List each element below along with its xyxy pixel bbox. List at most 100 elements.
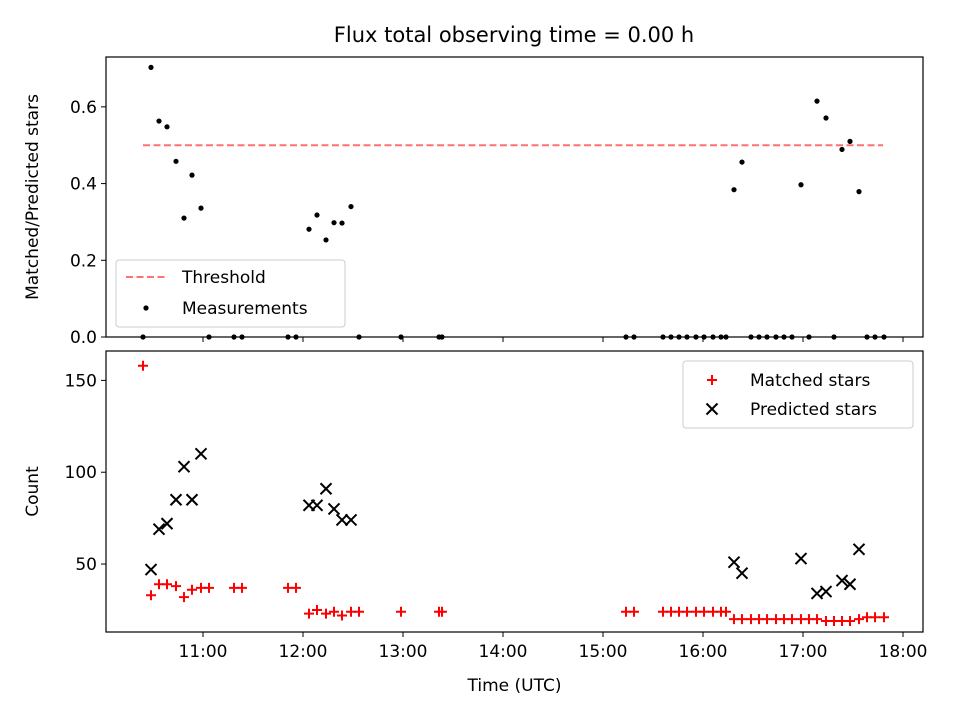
measurement-point	[198, 205, 204, 211]
measurement-point	[439, 334, 445, 340]
matched-star-point	[204, 582, 214, 593]
measurement-point	[239, 334, 245, 340]
measurement-point	[668, 334, 674, 340]
predicted-star-point	[152, 522, 166, 536]
predicted-star-point	[144, 563, 158, 576]
measurement-point	[881, 334, 887, 340]
matched-star-point	[737, 614, 747, 625]
measurement-point	[748, 334, 754, 340]
matched-star-point	[879, 612, 889, 623]
measurement-point	[814, 98, 820, 104]
predicted-star-point	[727, 556, 741, 569]
matched-star-point	[845, 615, 855, 626]
matched-star-point	[187, 584, 197, 595]
measurement-point	[660, 334, 666, 340]
measurement-point	[676, 334, 682, 340]
measurement-point	[723, 334, 729, 340]
matched-star-point	[629, 606, 639, 617]
measurement-point	[798, 182, 804, 188]
measurement-point	[823, 115, 829, 121]
top-legend: Threshold Measurements	[115, 259, 346, 328]
measurement-point	[140, 334, 146, 340]
matched-star-point	[762, 614, 772, 625]
measurement-point	[231, 334, 237, 340]
predicted-star-point	[794, 552, 808, 565]
matched-star-point	[396, 606, 406, 617]
top-y-tick-label: 0.0	[70, 328, 97, 348]
measurement-point	[173, 158, 179, 164]
legend-measurements-label: Measurements	[182, 299, 308, 319]
measurement-point	[872, 334, 878, 340]
matched-star-point	[354, 606, 364, 617]
measurement-point	[710, 334, 716, 340]
matched-star-point	[337, 610, 347, 621]
measurement-point	[285, 334, 291, 340]
predicted-star-point	[819, 585, 833, 598]
predicted-star-point	[835, 574, 849, 587]
predicted-star-point	[310, 499, 324, 512]
bottom-legend-box	[682, 360, 914, 429]
top-legend-box	[115, 259, 346, 328]
matched-star-point	[721, 606, 731, 617]
predicted-star-point	[852, 543, 866, 556]
matched-star-point	[291, 582, 301, 593]
bottom-y-tick-label: 50	[75, 555, 97, 575]
matched-star-point	[179, 592, 189, 603]
predicted-star-point	[194, 447, 208, 461]
measurement-point	[684, 334, 690, 340]
matched-star-point	[854, 614, 864, 625]
bottom-frame	[105, 350, 924, 633]
bottom-y-tick-label: 100	[65, 463, 97, 483]
measurement-point	[764, 334, 770, 340]
legend-predicted-label: Predicted stars	[750, 400, 877, 420]
matched-star-point	[329, 606, 339, 617]
matched-star-point	[304, 608, 314, 619]
matched-star-point	[699, 606, 709, 617]
measurement-point	[831, 334, 837, 340]
measurement-point	[781, 334, 787, 340]
predicted-star-point	[735, 567, 749, 580]
predicted-star-point	[169, 493, 183, 506]
top-y-tick-label: 0.4	[70, 175, 97, 195]
bottom-x-tick-label: 16:00	[679, 642, 728, 662]
bottom-x-tick-label: 11:00	[179, 642, 228, 662]
bottom-x-tick-label: 13:00	[379, 642, 428, 662]
measurement-point	[847, 138, 853, 144]
measurement-point	[864, 334, 870, 340]
measurement-point	[156, 118, 162, 124]
measurement-point	[206, 334, 212, 340]
bottom-legend: Matched stars Predicted stars	[682, 360, 914, 429]
matched-star-point	[162, 579, 172, 590]
measurement-point	[693, 334, 699, 340]
measurement-point	[718, 334, 724, 340]
predicted-star-point	[319, 482, 333, 495]
top-y-axis-label: Matched/Predicted stars	[23, 94, 43, 300]
predicted-star-point	[327, 502, 341, 516]
measurement-point	[701, 334, 707, 340]
measurement-point	[339, 220, 345, 226]
matched-star-point	[138, 360, 148, 371]
legend-matched-label: Matched stars	[750, 371, 870, 391]
matched-star-point	[870, 612, 880, 623]
top-panel: 0.0 0.2 0.4 0.6 Matched/Predicted stars Thres…	[23, 56, 924, 348]
top-frame	[105, 56, 924, 338]
legend-measurements-swatch	[143, 305, 149, 311]
measurement-point	[164, 124, 170, 130]
predicted-star-point	[335, 513, 349, 527]
bottom-y-axis-label: Count	[23, 466, 43, 517]
measurement-point	[348, 203, 354, 210]
measurement-point	[739, 159, 745, 165]
measurement-point	[398, 334, 404, 340]
measurement-point	[323, 237, 329, 243]
bottom-panel: 50 100 150 Count 11:00 12:00 13:00 14:00 15:00 16…	[23, 350, 928, 696]
predicted-star-point	[177, 460, 191, 473]
matched-star-point	[312, 604, 322, 615]
measurement-point	[181, 215, 187, 221]
matched-star-point	[682, 606, 692, 617]
measurement-point	[731, 187, 737, 193]
measurement-point	[631, 334, 637, 340]
predicted-star-point	[160, 517, 174, 530]
measurement-point	[756, 334, 762, 340]
